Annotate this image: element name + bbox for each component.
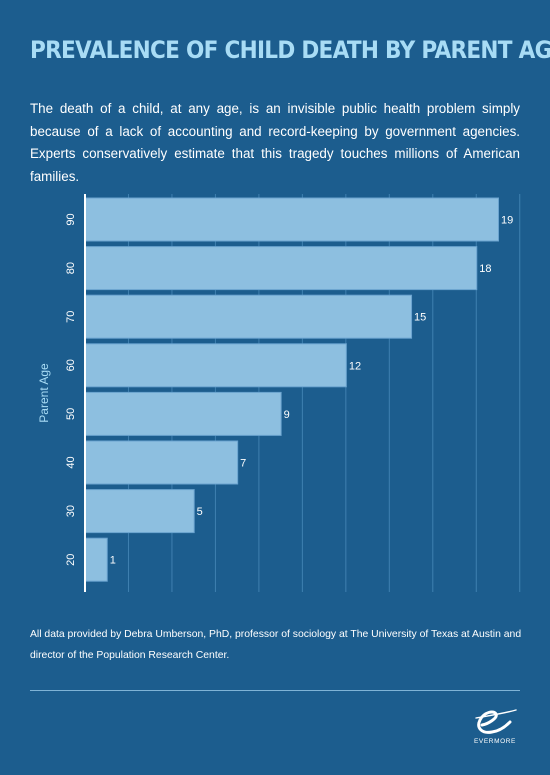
page-title: PREVALENCE OF CHILD DEATH BY PARENT AGE bbox=[30, 36, 550, 64]
data-source-note: All data provided by Debra Umberson, PhD… bbox=[30, 629, 522, 661]
value-label-age-40: 7 bbox=[240, 458, 246, 470]
y-tick-label-20: 20 bbox=[65, 554, 77, 566]
y-tick-label-80: 80 bbox=[65, 262, 77, 274]
bar-age-90 bbox=[85, 197, 499, 242]
y-tick-label-70: 70 bbox=[65, 311, 77, 323]
y-tick-label-50: 50 bbox=[65, 408, 77, 420]
bar-age-20 bbox=[85, 537, 108, 582]
value-label-age-80: 18 bbox=[479, 263, 491, 275]
evermore-logo: EVERMORE bbox=[468, 706, 522, 756]
value-label-age-60: 12 bbox=[349, 360, 361, 372]
footer-divider bbox=[30, 690, 520, 691]
y-tick-label-60: 60 bbox=[65, 359, 77, 371]
bars bbox=[85, 197, 499, 582]
y-axis-title: Parent Age bbox=[37, 363, 51, 423]
value-label-age-20: 1 bbox=[110, 555, 116, 567]
value-labels: 19 18 15 12 9 7 5 1 bbox=[110, 215, 514, 567]
bar-chart: 19 18 15 12 9 7 5 1 90 80 70 60 50 40 30 20 Parent Age bbox=[37, 194, 521, 592]
evermore-mark-icon bbox=[475, 709, 517, 734]
y-tick-label-90: 90 bbox=[65, 213, 77, 225]
value-label-age-90: 19 bbox=[501, 215, 513, 227]
intro-paragraph: The death of a child, at any age, is an … bbox=[30, 101, 520, 184]
bar-age-30 bbox=[85, 489, 195, 534]
y-tick-labels: 90 80 70 60 50 40 30 20 bbox=[65, 213, 77, 565]
value-label-age-70: 15 bbox=[414, 312, 426, 324]
brand-name: EVERMORE bbox=[473, 738, 516, 745]
bar-age-60 bbox=[85, 343, 347, 388]
value-label-age-50: 9 bbox=[284, 409, 290, 421]
bar-age-40 bbox=[85, 440, 239, 485]
bar-age-50 bbox=[85, 391, 282, 436]
y-tick-label-30: 30 bbox=[65, 505, 77, 517]
value-label-age-30: 5 bbox=[197, 506, 203, 518]
bar-age-80 bbox=[85, 246, 478, 291]
y-tick-label-40: 40 bbox=[65, 456, 77, 468]
bar-age-70 bbox=[85, 294, 413, 339]
